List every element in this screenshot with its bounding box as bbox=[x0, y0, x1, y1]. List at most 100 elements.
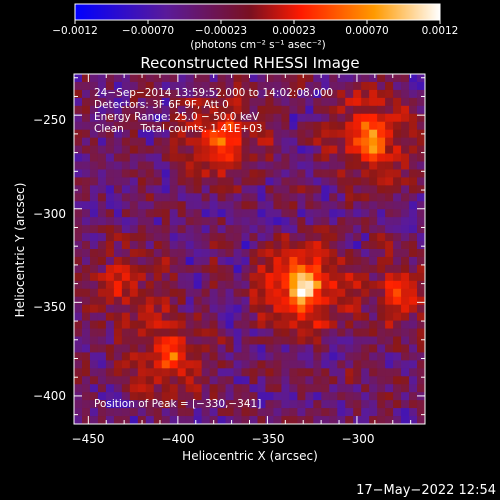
heatmap-cell bbox=[385, 272, 394, 282]
heatmap-cell bbox=[385, 296, 394, 306]
heatmap-cell bbox=[74, 185, 83, 194]
heatmap-cell bbox=[81, 408, 91, 417]
heatmap-cell bbox=[289, 288, 298, 298]
heatmap-cell bbox=[369, 169, 378, 178]
heatmap-cell bbox=[209, 169, 219, 178]
heatmap-cell bbox=[177, 201, 187, 210]
heatmap-cell bbox=[281, 288, 290, 298]
heatmap-cell bbox=[265, 153, 275, 163]
heatmap-cell bbox=[89, 272, 99, 282]
heatmap-cell bbox=[377, 209, 386, 218]
heatmap-cell bbox=[89, 288, 99, 298]
heatmap-cell bbox=[273, 105, 283, 115]
heatmap-cell bbox=[97, 137, 107, 147]
heatmap-cell bbox=[281, 97, 290, 107]
heatmap-cell bbox=[105, 217, 115, 226]
heatmap-cell bbox=[361, 408, 370, 417]
heatmap-cell bbox=[209, 153, 219, 163]
heatmap-cell bbox=[297, 288, 306, 298]
heatmap-cell bbox=[313, 312, 322, 322]
heatmap-cell bbox=[353, 177, 362, 186]
heatmap-cell bbox=[185, 185, 195, 194]
heatmap-cell bbox=[209, 193, 219, 202]
heatmap-cell bbox=[297, 74, 306, 83]
heatmap-cell bbox=[89, 256, 99, 266]
heatmap-cell bbox=[153, 336, 163, 346]
heatmap-cell bbox=[129, 225, 139, 234]
heatmap-cell bbox=[129, 113, 139, 123]
heatmap-cell bbox=[153, 105, 163, 115]
heatmap-cell bbox=[129, 376, 139, 385]
heatmap-cell bbox=[129, 97, 139, 107]
heatmap-cell bbox=[321, 376, 330, 385]
heatmap-cell bbox=[105, 177, 115, 186]
heatmap-cell bbox=[137, 177, 147, 186]
heatmap-cell bbox=[209, 256, 219, 266]
heatmap-cell bbox=[241, 384, 251, 393]
heatmap-cell bbox=[281, 145, 290, 155]
heatmap-cell bbox=[369, 145, 378, 155]
heatmap-cell bbox=[193, 400, 203, 409]
heatmap-cell bbox=[217, 360, 227, 369]
heatmap-cell bbox=[193, 320, 203, 330]
heatmap-cell bbox=[377, 145, 386, 155]
heatmap-cell bbox=[289, 408, 298, 417]
heatmap-cell bbox=[233, 209, 243, 218]
heatmap-cell bbox=[121, 145, 131, 155]
heatmap-cell bbox=[329, 233, 338, 242]
heatmap-cell bbox=[353, 129, 362, 139]
heatmap-cell bbox=[113, 312, 123, 322]
heatmap-cell bbox=[305, 352, 314, 361]
heatmap-cell bbox=[353, 209, 362, 218]
heatmap-cell bbox=[225, 145, 235, 155]
heatmap-cell bbox=[201, 129, 211, 139]
heatmap-cell bbox=[313, 217, 322, 226]
heatmap-cell bbox=[313, 233, 322, 242]
heatmap-cell bbox=[113, 280, 123, 290]
heatmap-cell bbox=[121, 241, 131, 250]
heatmap-cell bbox=[313, 392, 322, 401]
heatmap-cell bbox=[361, 272, 370, 282]
heatmap-cell bbox=[337, 233, 346, 242]
heatmap-cell bbox=[281, 344, 290, 353]
heatmap-cell bbox=[185, 137, 195, 147]
heatmap-cell bbox=[409, 153, 418, 163]
heatmap-cell bbox=[321, 105, 330, 115]
heatmap-cell bbox=[321, 74, 330, 83]
heatmap-cell bbox=[145, 169, 155, 178]
heatmap-cell bbox=[377, 185, 386, 194]
heatmap-cell bbox=[337, 328, 346, 338]
heatmap-cell bbox=[81, 161, 91, 171]
heatmap-cell bbox=[385, 97, 394, 107]
heatmap-cell bbox=[265, 384, 275, 393]
heatmap-cell bbox=[353, 320, 362, 330]
heatmap-cell bbox=[265, 392, 275, 401]
heatmap-cell bbox=[161, 153, 171, 163]
heatmap-cell bbox=[321, 121, 330, 131]
heatmap-cell bbox=[241, 416, 251, 424]
heatmap-cell bbox=[249, 328, 259, 338]
heatmap-cell bbox=[321, 249, 330, 258]
heatmap-cell bbox=[345, 81, 354, 91]
heatmap-cell bbox=[233, 392, 243, 401]
heatmap-cell bbox=[129, 328, 139, 338]
heatmap-cell bbox=[177, 384, 187, 393]
heatmap-cell bbox=[193, 225, 203, 234]
heatmap-cell bbox=[241, 137, 251, 147]
heatmap-cell bbox=[161, 89, 171, 99]
heatmap-cell bbox=[225, 241, 235, 250]
heatmap-cell bbox=[345, 121, 354, 131]
y-tick-label-1: −300 bbox=[33, 207, 66, 221]
heatmap-cell bbox=[409, 241, 418, 250]
heatmap-cell bbox=[257, 97, 267, 107]
heatmap-cell bbox=[145, 153, 155, 163]
heatmap-cell bbox=[273, 392, 283, 401]
heatmap-cell bbox=[113, 121, 123, 131]
heatmap-cell bbox=[297, 336, 306, 346]
heatmap-cell bbox=[345, 185, 354, 194]
heatmap-cell bbox=[137, 121, 147, 131]
heatmap-cell bbox=[329, 169, 338, 178]
heatmap-cell bbox=[257, 201, 267, 210]
heatmap-cell bbox=[153, 193, 163, 202]
heatmap-cell bbox=[153, 264, 163, 274]
